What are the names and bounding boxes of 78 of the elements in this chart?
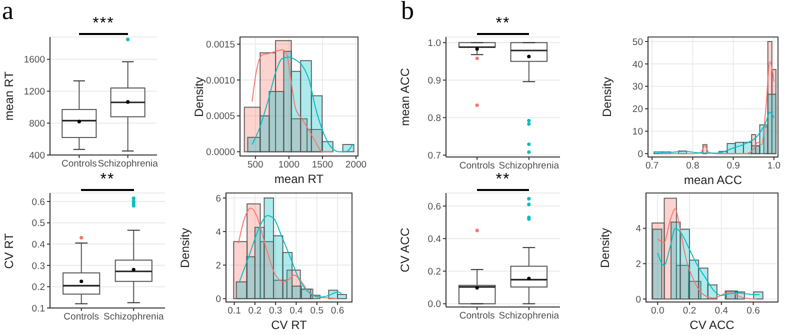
y-tick-label: 0.6 [428, 201, 441, 212]
x-tick-label: 0.0 [651, 306, 664, 317]
text: *** [92, 15, 116, 33]
x-tick-label: Controls [61, 158, 98, 170]
x-tick-label: 0.8 [686, 160, 700, 172]
x-tick-label: Controls [459, 160, 496, 172]
y-tick-label: 0.6 [32, 196, 45, 208]
x-tick-label: 1000 [278, 160, 300, 171]
line-series [252, 49, 334, 152]
y-axis-title: mean RT [2, 71, 16, 121]
y-tick-label: 50 [632, 36, 643, 48]
y-tick-label: 0.3 [32, 260, 45, 272]
y-tick-label: 0.2 [428, 266, 441, 278]
x-tick-label: Schizophrenia [104, 312, 164, 323]
y-tick-label: 2 [636, 259, 641, 270]
text: b [401, 0, 414, 26]
y-tick-label: 0.4 [428, 234, 441, 245]
x-tick-label: 0.3 [268, 306, 282, 317]
y-tick-label: 0 [216, 294, 221, 306]
x-axis-title: mean RT [273, 172, 325, 186]
y-tick-label: 0.8 [428, 112, 441, 124]
y-tick-label: 4 [216, 226, 221, 238]
text: a [2, 0, 14, 26]
y-tick-label: 2 [216, 260, 221, 272]
y-tick-label: 0 [638, 149, 643, 160]
x-tick-label: 0.9 [726, 160, 740, 172]
x-tick-label: 0.4 [714, 306, 728, 317]
y-tick-label: 6 [216, 193, 221, 204]
y-tick-label: 0.0000 [206, 147, 235, 158]
y-tick-label: 800 [29, 118, 45, 130]
y-tick-label: 0.0005 [206, 111, 235, 122]
x-tick-label: Schizophrenia [498, 310, 560, 322]
y-tick-label: 0 [636, 294, 641, 306]
x-axis-title: CV ACC [688, 318, 736, 332]
text: ** [494, 15, 512, 33]
x-tick-label: 1.0 [767, 160, 781, 172]
y-tick-label: 0.7 [428, 150, 441, 162]
y-tick-label: 0.4 [32, 239, 45, 250]
y-tick-label: 1.0 [428, 38, 441, 49]
x-tick-label: Schizophrenia [498, 160, 560, 172]
y-tick-label: 0.2 [32, 282, 45, 294]
x-tick-label: 0.7 [645, 160, 659, 172]
line-series [654, 112, 774, 154]
x-tick-label: 0.4 [290, 306, 303, 317]
x-tick-label: 500 [247, 160, 264, 171]
x-tick-label: 0.2 [248, 306, 262, 317]
y-axis-title: Density [598, 227, 612, 268]
x-tick-label: 0.6 [330, 306, 344, 317]
x-tick-label: 0.6 [746, 306, 760, 317]
x-axis-title: CV RT [270, 318, 308, 332]
x-tick-label: 0.2 [682, 306, 696, 317]
y-tick-label: 40 [632, 59, 643, 70]
x-axis-title: mean ACC [682, 173, 744, 187]
text: ** [494, 171, 512, 189]
x-tick-label: Controls [459, 310, 496, 322]
y-tick-label: 0.0010 [206, 75, 235, 86]
y-tick-label: 10 [632, 126, 643, 138]
y-axis-title: Density [178, 227, 192, 268]
text: ** [99, 171, 116, 189]
y-tick-label: 0.0015 [206, 40, 235, 51]
y-tick-label: 20 [632, 104, 643, 116]
y-axis-title: Density [600, 76, 614, 118]
x-tick-label: Controls [64, 312, 100, 323]
x-tick-label: 0.5 [310, 306, 324, 317]
y-tick-label: 1200 [24, 86, 45, 98]
x-tick-label: 2000 [345, 160, 367, 171]
y-axis-title: mean ACC [398, 68, 412, 126]
y-tick-label: 400 [29, 150, 45, 162]
x-tick-label: 1500 [312, 160, 334, 171]
y-axis-title: CV ACC [398, 228, 412, 272]
y-tick-label: 30 [632, 82, 643, 93]
y-axis-title: Density [192, 76, 206, 117]
y-tick-label: 4 [636, 224, 641, 235]
y-tick-label: 1600 [24, 54, 45, 66]
y-tick-label: 0.5 [32, 218, 45, 230]
y-axis-title: CV RT [2, 232, 16, 268]
y-tick-label: 0.9 [428, 75, 441, 86]
x-tick-label: Schizophrenia [98, 158, 159, 170]
